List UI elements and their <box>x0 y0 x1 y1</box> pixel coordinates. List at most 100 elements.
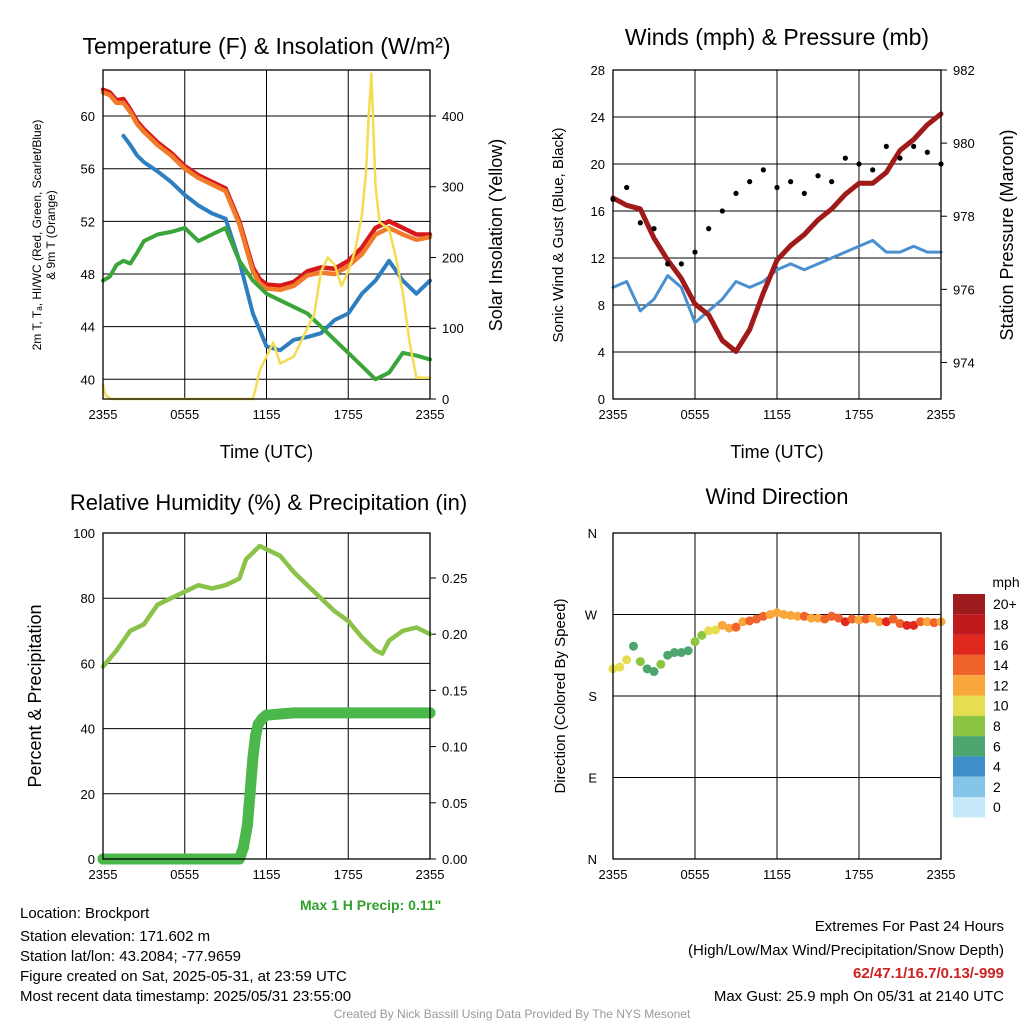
y-tick-label: 40 <box>81 722 95 737</box>
direction-point <box>629 641 638 651</box>
direction-point <box>779 610 789 619</box>
x-tick-label: 1755 <box>845 407 874 422</box>
y-tick-label: N <box>588 526 597 541</box>
legend-label: 2 <box>993 779 1001 795</box>
y2-tick-label: 980 <box>953 136 975 151</box>
y-tick-label: 40 <box>81 372 95 387</box>
y-axis-label-2: & 9m T (Orange) <box>44 190 58 280</box>
sonic-wind-line <box>611 238 943 325</box>
direction-point <box>649 667 659 677</box>
credit-line: Created By Nick Bassill Using Data Provi… <box>333 1007 691 1021</box>
legend-swatch <box>953 756 985 777</box>
legend-swatch <box>953 797 985 818</box>
y-tick-label: 100 <box>73 526 95 541</box>
y-tick-label: 56 <box>81 162 95 177</box>
gust-point <box>788 179 794 185</box>
y2-tick-label: 0.00 <box>442 852 467 867</box>
legend-label: 18 <box>993 616 1009 632</box>
gust-point <box>829 179 835 185</box>
y2-tick-label: 100 <box>442 321 464 336</box>
x-tick-label: 0555 <box>170 407 199 422</box>
direction-point <box>738 617 748 627</box>
gust-point <box>924 149 930 155</box>
gust-point <box>870 167 876 173</box>
legend-swatch <box>953 736 985 757</box>
y-tick-label: 20 <box>81 787 95 802</box>
y-tick-label: 44 <box>81 320 95 335</box>
y-tick-label: 52 <box>81 214 95 229</box>
max-precip-note: Max 1 H Precip: 0.11" <box>300 897 442 913</box>
x-tick-label: 1755 <box>334 407 363 422</box>
direction-point <box>929 618 939 628</box>
y-tick-label: N <box>588 852 597 867</box>
x-tick-label: 2355 <box>927 407 956 422</box>
legend-label: 6 <box>993 738 1001 754</box>
x-tick-label: 0555 <box>681 867 710 882</box>
y2-tick-label: 400 <box>442 109 464 124</box>
y2-tick-label: 0.20 <box>442 627 467 642</box>
x-tick-label: 1755 <box>845 867 874 882</box>
gust-point <box>774 184 780 191</box>
pressure-line <box>610 111 944 354</box>
x-axis-label: Time (UTC) <box>220 442 313 462</box>
y-tick-label: W <box>585 608 598 623</box>
y-tick-label: S <box>588 689 597 704</box>
y2-tick-label: 982 <box>953 63 975 78</box>
direction-point <box>690 637 700 647</box>
y2-axis-label: Station Pressure (Maroon) <box>997 129 1017 340</box>
chart-title: Temperature (F) & Insolation (W/m²) <box>82 33 450 59</box>
x-tick-label: 2355 <box>89 407 118 422</box>
legend-label: 10 <box>993 698 1009 714</box>
x-tick-label: 2355 <box>599 407 628 422</box>
x-tick-label: 0555 <box>681 407 710 422</box>
y-tick-label: 12 <box>591 251 605 266</box>
legend-label: 4 <box>993 759 1001 775</box>
gust-point <box>897 155 903 161</box>
legend-swatch <box>953 634 985 655</box>
legend-label: 12 <box>993 677 1009 693</box>
relative-humidity-line <box>100 543 433 669</box>
y-tick-label: 28 <box>591 63 605 78</box>
gust-point <box>911 143 917 149</box>
legend-title: mph <box>992 574 1019 590</box>
y2-tick-label: 0.15 <box>442 683 467 698</box>
gust-point <box>733 190 739 196</box>
x-tick-label: 2355 <box>599 867 628 882</box>
chart-title: Relative Humidity (%) & Precipitation (i… <box>70 490 467 515</box>
direction-point <box>922 617 932 627</box>
gust-point <box>706 226 712 232</box>
x-tick-label: 1155 <box>253 867 281 882</box>
temp-9m-line <box>100 90 433 293</box>
direction-point <box>758 611 768 621</box>
plot-frame <box>102 532 431 860</box>
legend-swatch <box>953 776 985 797</box>
direction-point <box>854 615 864 625</box>
direction-point <box>752 614 761 624</box>
y2-tick-label: 200 <box>442 250 464 265</box>
y-tick-label: 0 <box>598 392 605 407</box>
x-tick-label: 2355 <box>416 867 445 882</box>
x-tick-label: 2355 <box>927 867 956 882</box>
x-tick-label: 0555 <box>170 867 199 882</box>
gust-point <box>637 220 643 226</box>
gust-point <box>760 167 766 173</box>
legend-swatch <box>953 695 985 716</box>
y-axis-label: Sonic Wind & Gust (Blue, Black) <box>550 127 567 342</box>
legend-swatch <box>953 654 985 676</box>
y2-tick-label: 0.05 <box>442 796 467 811</box>
y-tick-label: 48 <box>81 267 95 282</box>
direction-point <box>813 613 823 623</box>
direction-point <box>895 619 905 629</box>
y-axis-label: Percent & Precipitation <box>25 604 45 787</box>
figure-created: Figure created on Sat, 2025-05-31, at 23… <box>20 968 347 985</box>
direction-point <box>875 617 884 627</box>
y-tick-label: 16 <box>591 204 605 219</box>
dewpoint-line <box>101 225 432 382</box>
direction-point <box>670 648 679 658</box>
gust-point <box>842 155 848 161</box>
extremes-subtitle: (High/Low/Max Wind/Precipitation/Snow De… <box>688 942 1004 959</box>
direction-point <box>642 664 652 674</box>
y-tick-label: 24 <box>591 110 605 125</box>
y2-tick-label: 974 <box>953 355 975 370</box>
y2-tick-label: 0.25 <box>442 571 467 586</box>
